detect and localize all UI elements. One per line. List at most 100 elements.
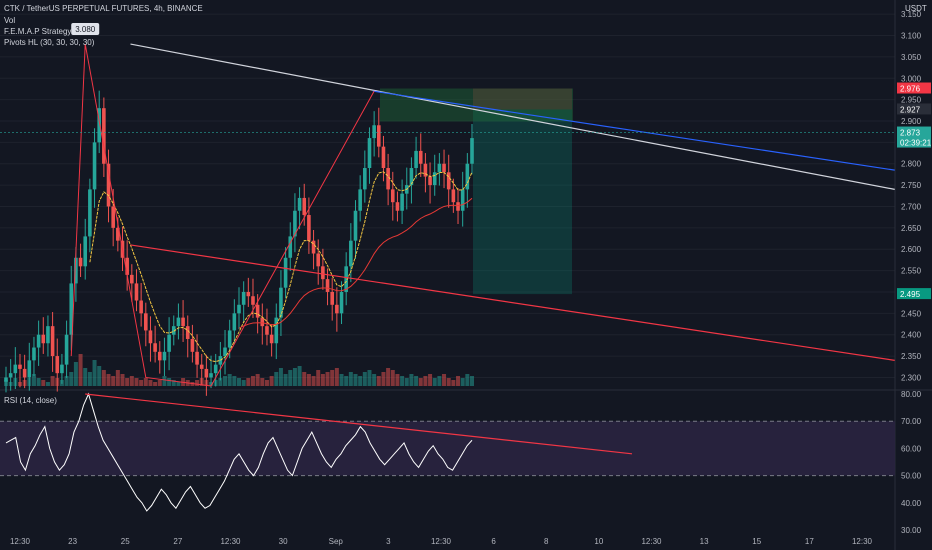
candle-body <box>13 364 18 374</box>
candle-body <box>227 330 232 348</box>
candle-body <box>88 189 92 237</box>
candle-body <box>400 193 404 211</box>
volume-bar <box>339 374 344 386</box>
volume-bar <box>87 372 92 386</box>
time-tick-label: 3 <box>386 537 391 546</box>
candle-body <box>274 317 279 344</box>
candle-body <box>4 377 8 382</box>
candle-body <box>190 338 195 352</box>
price-tick-label: 2.450 <box>901 309 922 318</box>
candle-body <box>279 287 283 318</box>
price-tag-label: 2.976 <box>900 85 921 94</box>
price-tag-box <box>897 136 931 148</box>
pivot-high-text: 3.080 <box>75 25 96 34</box>
trendlines[interactable]: 3.080 <box>70 23 895 387</box>
candle-body <box>367 138 372 169</box>
volume-bar <box>101 370 106 386</box>
volume-bar <box>330 370 335 386</box>
candle-body <box>64 334 69 365</box>
price-tag-box <box>897 126 931 138</box>
volume-bar <box>404 378 409 386</box>
candle-body <box>377 125 381 147</box>
indicator-rsi[interactable]: RSI (14, close) <box>4 396 57 405</box>
time-axis[interactable]: 12:30 23 25 27 12:30 30 Sep 3 12:30 6 8 10 12:30 13 15… <box>10 537 873 546</box>
volume-bar <box>129 376 134 386</box>
rsi-trendline <box>85 393 633 455</box>
pivot-high-label: 3.080 <box>71 23 100 36</box>
volume-bar <box>400 376 405 386</box>
trendline-white <box>130 43 895 190</box>
volume-bar <box>41 380 46 386</box>
candle-body <box>199 364 204 369</box>
candle-body <box>335 304 339 314</box>
volume-bar <box>139 380 144 386</box>
candle-body <box>321 266 325 280</box>
candle-body <box>339 291 344 314</box>
volume-bar <box>246 378 251 386</box>
volume-bar <box>264 380 269 386</box>
candle-body <box>428 176 432 186</box>
volume-bar <box>381 372 386 386</box>
candle-body <box>55 356 60 374</box>
candle-body <box>395 202 400 211</box>
price-tick-label: 3.050 <box>901 53 922 62</box>
candle-body <box>460 189 465 211</box>
volume-bar <box>167 378 172 386</box>
ema-lines <box>89 171 473 363</box>
volume-bar <box>241 380 246 386</box>
candle-body <box>139 300 143 314</box>
price-tick-label: 2.300 <box>901 373 922 382</box>
volume-bar <box>311 376 316 386</box>
candle-body <box>111 206 115 228</box>
volume-bar <box>232 376 237 386</box>
volume-bar <box>31 374 36 386</box>
volume-bar <box>390 370 395 386</box>
volume-bar <box>92 360 97 386</box>
candle-body <box>255 304 260 318</box>
indicator-pivots[interactable]: Pivots HL (30, 30, 30, 30) <box>4 38 95 47</box>
candle-body <box>241 291 246 305</box>
indicator-femap[interactable]: F.E.M.A.P Strategy <box>4 27 72 36</box>
candle-body <box>195 351 199 365</box>
rsi-tick-label: 80.00 <box>901 390 922 399</box>
candle-body <box>442 163 446 173</box>
volume-bar <box>334 368 339 386</box>
volume-bar <box>442 374 447 386</box>
volume-bar <box>64 376 69 386</box>
volume-bar <box>432 378 437 386</box>
volume-bar <box>283 374 288 386</box>
volume-bar <box>358 376 363 386</box>
candle-body <box>297 197 302 211</box>
candle-body <box>307 215 311 241</box>
volume-bar <box>162 376 167 386</box>
ema-short-line <box>89 171 473 363</box>
candle-body <box>363 168 367 190</box>
volume-bar <box>316 370 321 386</box>
candle-body <box>470 138 474 164</box>
candle-body <box>381 146 386 169</box>
short-position-tool[interactable] <box>380 88 573 295</box>
volume-bar <box>418 378 423 386</box>
volume-bar <box>260 378 265 386</box>
candle-body <box>269 334 274 344</box>
candle-body <box>213 364 218 374</box>
candle-body <box>390 189 395 203</box>
currency-label: USDT <box>905 4 927 13</box>
price-tag-box <box>897 82 931 94</box>
price-tick-label: 2.950 <box>901 96 922 105</box>
rsi-tick-label: 30.00 <box>901 526 922 535</box>
volume-bar <box>278 368 283 386</box>
candle-body <box>446 172 451 190</box>
volume-bar <box>83 368 88 386</box>
candle-body <box>353 210 358 241</box>
volume-bar <box>255 374 260 386</box>
price-tick-label: 2.800 <box>901 160 922 169</box>
symbol-title[interactable]: CTK / TetherUS PERPETUAL FUTURES, 4h, BI… <box>4 4 203 13</box>
indicator-vol[interactable]: Vol <box>4 16 16 25</box>
price-tick-label: 2.750 <box>901 181 922 190</box>
volume-bar <box>227 374 232 386</box>
candle-body <box>344 266 348 292</box>
volume-bar <box>353 374 358 386</box>
